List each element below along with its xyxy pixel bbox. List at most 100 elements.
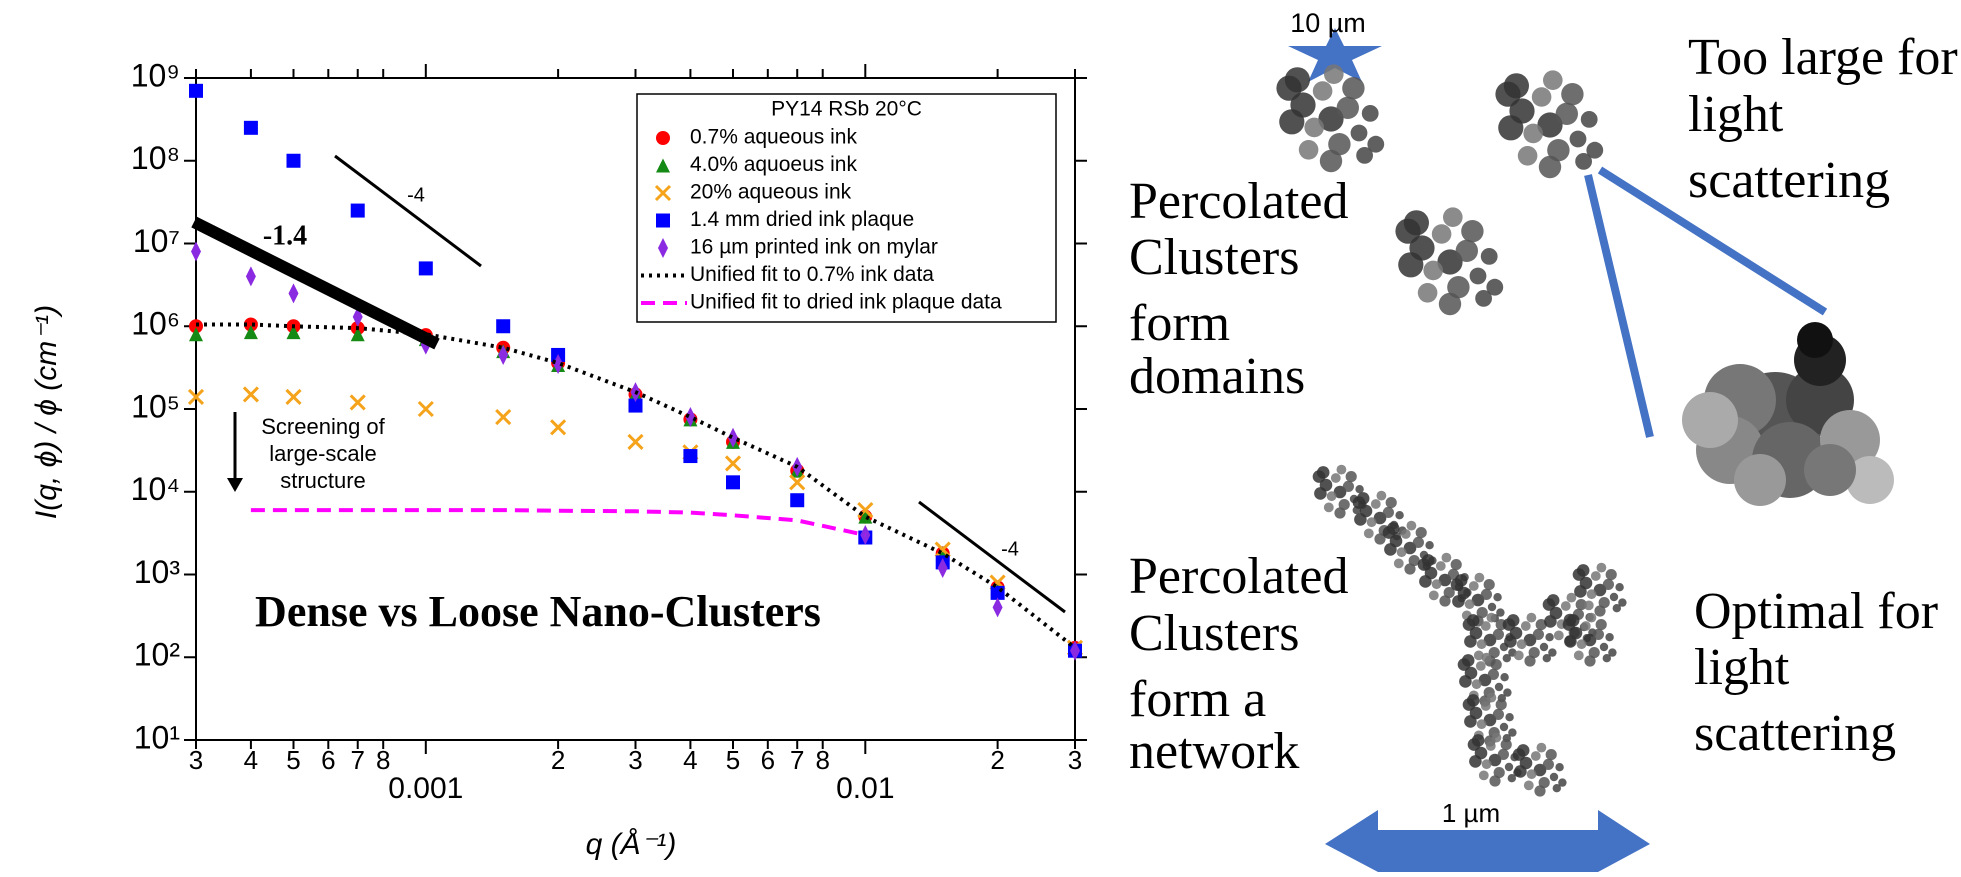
data-point — [789, 474, 806, 491]
data-point — [242, 386, 259, 403]
cluster-particle — [1605, 633, 1614, 642]
cluster-particle — [1495, 699, 1507, 711]
cluster-particle — [1486, 612, 1497, 623]
cluster-particle — [1575, 599, 1587, 611]
cluster-particle — [1370, 499, 1381, 509]
cluster — [1512, 742, 1567, 797]
cluster-particle — [1366, 517, 1377, 528]
cluster-particle — [1608, 648, 1617, 657]
cluster-particle — [1480, 248, 1498, 265]
y-tick-label: 10⁹ — [131, 57, 180, 93]
data-point — [496, 319, 511, 334]
legend-title: PY14 RSb 20°C — [771, 98, 922, 121]
data-point — [189, 327, 203, 342]
cluster-particle — [1797, 322, 1833, 358]
cluster-particle — [1361, 105, 1379, 122]
diagram-text: light — [1694, 639, 1790, 696]
legend-marker — [656, 131, 670, 145]
cluster-particle — [1500, 739, 1512, 751]
diagram-text: domains — [1129, 348, 1305, 405]
cluster-particle — [1516, 639, 1527, 650]
diagram-text: Too large for — [1688, 29, 1958, 86]
y-tick-label: 10⁵ — [131, 388, 180, 424]
y-tick-label: 10⁶ — [131, 306, 180, 342]
cluster-particle — [1492, 628, 1504, 641]
cluster-particle — [1438, 292, 1462, 316]
cluster-particle — [1461, 654, 1475, 667]
annotation: Screening of — [261, 414, 385, 439]
cluster-particle — [1403, 541, 1417, 555]
cluster-particle — [1471, 734, 1485, 747]
cluster-particle — [1592, 628, 1604, 641]
diagram: 10 µm 1 µm Percolated Clusters form doma… — [1129, 8, 1958, 872]
cluster-particle — [1328, 133, 1351, 156]
cluster-particle — [1612, 604, 1622, 613]
cluster-particle — [1532, 628, 1544, 641]
cluster-particle — [1846, 456, 1894, 504]
y-tick-label: 10³ — [134, 554, 181, 590]
cluster-particle — [1354, 513, 1367, 526]
cluster-particle — [1318, 106, 1344, 132]
data-point — [992, 597, 1003, 618]
data-point — [495, 408, 512, 426]
cluster-particle — [1374, 533, 1386, 545]
data-point — [498, 344, 509, 365]
x-tick-label: 4 — [244, 745, 258, 775]
cluster-particle — [1471, 593, 1485, 607]
cluster-particle — [1583, 633, 1597, 647]
cluster-particle — [1475, 290, 1492, 307]
cluster-particle — [1595, 619, 1607, 631]
x-tick-label: 3 — [1068, 745, 1082, 775]
diagram-text: Percolated — [1129, 173, 1348, 230]
annotation: -1.4 — [263, 220, 307, 251]
diagram-text: form — [1129, 295, 1230, 352]
cluster-particle — [1382, 506, 1394, 518]
cluster-particle — [1473, 650, 1484, 661]
cluster-particle — [1441, 552, 1452, 563]
cluster-particle — [1356, 492, 1370, 505]
cluster-particle — [1593, 583, 1607, 597]
cluster-particle — [1560, 601, 1571, 611]
cluster-particle — [1602, 654, 1612, 663]
x-tick-label: 6 — [321, 745, 335, 775]
cluster-particle — [1496, 608, 1505, 617]
cluster-particle — [1483, 713, 1497, 727]
annotation: -4 — [407, 184, 425, 206]
cluster-particle — [1599, 642, 1609, 652]
cluster-particle — [1316, 466, 1330, 479]
cluster-particle — [1475, 661, 1486, 671]
cluster-particle — [1508, 728, 1517, 737]
legend-marker — [656, 213, 670, 228]
data-point — [350, 327, 365, 342]
cluster-particle — [1537, 112, 1563, 138]
data-point — [724, 455, 742, 472]
cluster-particle — [1386, 522, 1400, 535]
y-tick-label: 10² — [134, 637, 181, 673]
data-point — [285, 388, 302, 405]
cluster-particle — [1483, 579, 1495, 591]
data-point — [187, 388, 205, 405]
data-point — [1070, 640, 1080, 661]
cluster-particle — [1406, 520, 1417, 531]
cluster-particle — [1594, 605, 1606, 617]
legend-label: 4.0% aquoeus ink — [690, 153, 857, 176]
cluster-particle — [1615, 583, 1624, 592]
cluster-particle — [1279, 109, 1305, 135]
data-point — [937, 557, 948, 578]
cluster-particle — [1574, 585, 1587, 598]
cluster-particle — [1459, 675, 1472, 688]
cluster-particle — [1580, 111, 1598, 128]
x-axis-label: q (Å⁻¹) — [586, 828, 677, 861]
cluster — [1382, 520, 1437, 575]
cluster-particle — [1324, 64, 1344, 84]
cluster-particle — [1548, 648, 1557, 657]
cluster-particle — [1528, 647, 1540, 659]
cluster-particle — [1474, 572, 1485, 583]
cluster-particle — [1481, 652, 1492, 663]
cluster-particle — [1461, 220, 1484, 243]
cluster-particle — [1455, 239, 1479, 262]
cluster-particle — [1419, 575, 1432, 588]
data-point — [350, 203, 365, 218]
cluster-particle — [1423, 260, 1443, 281]
cluster-particle — [1323, 502, 1334, 513]
